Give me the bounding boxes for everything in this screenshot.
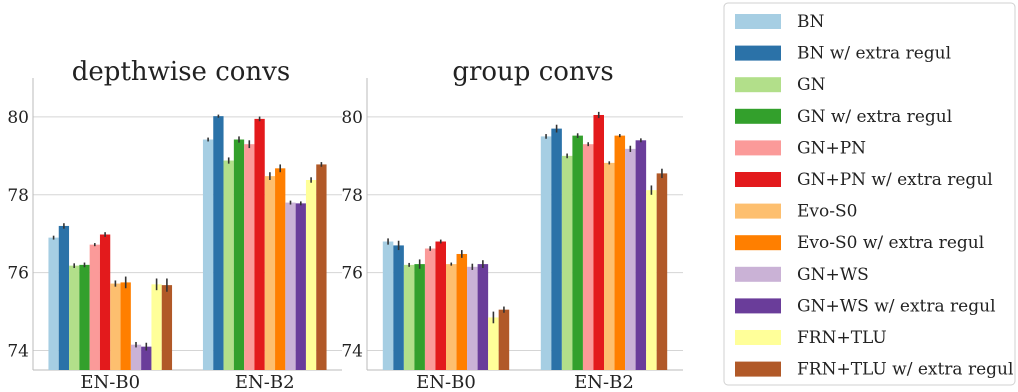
bar (79, 264, 90, 370)
y-tick-label: 78 (341, 186, 363, 206)
legend-swatch (735, 203, 781, 219)
bar (244, 144, 255, 370)
bar (561, 155, 573, 370)
bar (488, 317, 499, 370)
bar (161, 285, 173, 370)
legend-label: BN w/ extra regul (797, 44, 951, 64)
bar (110, 283, 121, 370)
bar (646, 190, 657, 370)
bar (120, 282, 131, 370)
bar (467, 266, 478, 370)
bar (130, 344, 142, 370)
bar (48, 237, 59, 370)
bar (593, 114, 604, 370)
legend-swatch (735, 77, 781, 93)
legend-label: FRN+TLU w/ extra regul (797, 360, 1013, 380)
legend-swatch (735, 140, 781, 156)
bar (316, 164, 327, 370)
bar (551, 128, 562, 370)
y-tick-label: 80 (7, 108, 29, 128)
bar (582, 144, 594, 370)
legend-label: GN w/ extra regul (797, 107, 952, 127)
legend-swatch (735, 108, 781, 124)
bar (424, 248, 436, 370)
legend: BN BN w/ extra regul GN GN w/ extra regul GN… (723, 2, 1016, 386)
bar (614, 135, 626, 370)
bar (254, 118, 265, 370)
legend-swatch (735, 172, 781, 187)
legend-label: GN+PN (797, 138, 866, 158)
bar (635, 140, 647, 370)
legend-label: GN (797, 75, 826, 95)
legend-label: GN+WS (797, 265, 869, 285)
legend-label: Evo-S0 w/ extra regul (797, 233, 984, 253)
chart-title: group convs (452, 57, 613, 87)
x-tick-label: EN-B2 (574, 372, 634, 392)
bar (275, 168, 286, 370)
legend-label: GN+PN w/ extra regul (797, 170, 993, 190)
bar (89, 244, 100, 370)
legend-swatch (735, 266, 781, 282)
bar (625, 148, 636, 370)
legend-label: FRN+TLU (797, 328, 887, 348)
bar (393, 245, 404, 370)
bar (540, 136, 552, 370)
x-tick-label: EN-B0 (416, 372, 476, 392)
y-tick-label: 74 (341, 342, 363, 362)
chart-title: depthwise convs (72, 57, 290, 87)
chart-panel-group: group convs 74 76 78 80 EN-B0 EN-B2 (341, 57, 683, 392)
bar (58, 225, 70, 370)
bar (295, 203, 306, 370)
chart-panel-depthwise: depthwise convs 74 76 78 80 EN-B0 EN-B2 (7, 57, 342, 392)
x-tick-label: EN-B0 (80, 372, 140, 392)
bar (99, 234, 111, 370)
bar (264, 176, 276, 370)
bar (382, 241, 394, 370)
bar (477, 264, 489, 370)
bar (223, 160, 234, 370)
bar (656, 173, 668, 370)
bar (446, 264, 457, 370)
bar (604, 162, 615, 370)
legend-box (723, 2, 1016, 386)
bar (414, 264, 425, 370)
bar (456, 253, 468, 370)
y-tick-label: 80 (341, 108, 363, 128)
bar (403, 264, 415, 370)
bar (233, 139, 245, 370)
legend-label: BN (797, 12, 824, 32)
legend-label: Evo-S0 (797, 202, 857, 222)
bar (202, 139, 214, 370)
bar (572, 135, 583, 370)
legend-label: GN+WS w/ extra regul (797, 296, 996, 316)
bar (305, 180, 317, 370)
bar (498, 309, 510, 370)
y-tick-label: 76 (7, 264, 29, 284)
y-tick-label: 76 (341, 264, 363, 284)
legend-swatch (735, 298, 781, 314)
bar (285, 202, 296, 370)
bar (435, 241, 446, 370)
y-tick-label: 74 (7, 342, 29, 362)
legend-swatch (735, 235, 781, 251)
bar (151, 284, 162, 370)
legend-swatch (735, 361, 781, 377)
x-tick-label: EN-B2 (235, 372, 295, 392)
legend-swatch (735, 45, 781, 61)
bar (69, 265, 80, 370)
legend-swatch (735, 14, 781, 29)
y-tick-label: 78 (7, 186, 29, 206)
bar (213, 116, 224, 370)
bar (141, 346, 152, 370)
legend-swatch (735, 330, 781, 345)
